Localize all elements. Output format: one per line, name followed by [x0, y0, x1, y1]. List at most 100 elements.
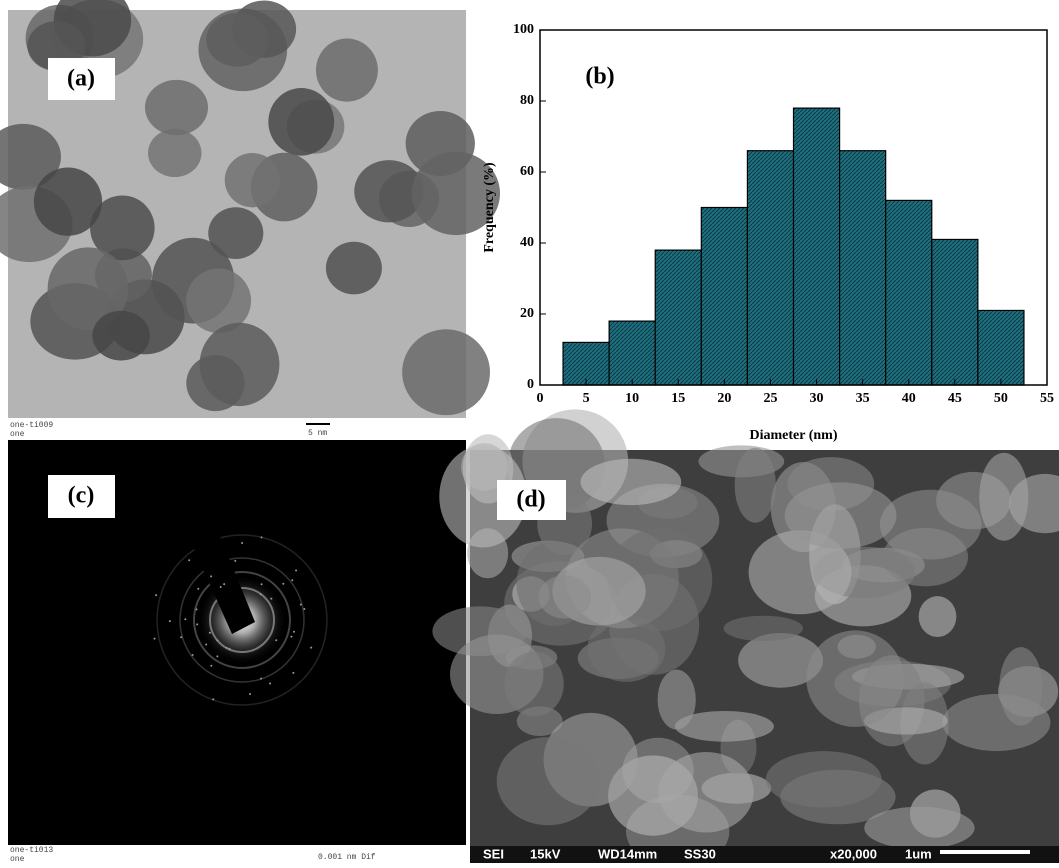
- y-tick-label: 60: [520, 164, 534, 179]
- x-tick-label: 5: [583, 391, 590, 406]
- x-tick-label: 30: [810, 391, 824, 406]
- diffraction-spot: [195, 608, 197, 610]
- particle: [34, 167, 102, 235]
- agglomerate: [942, 694, 1050, 751]
- diffraction-spot: [216, 639, 218, 641]
- x-tick-label: 50: [994, 391, 1008, 406]
- diffraction-spot: [154, 638, 156, 640]
- diffraction-spot: [216, 655, 218, 657]
- x-tick-label: 15: [671, 391, 685, 406]
- diffraction-spot: [310, 647, 312, 649]
- agglomerate: [766, 751, 882, 807]
- diffraction-spot: [234, 560, 236, 562]
- particle: [145, 80, 208, 135]
- diffraction-spot: [184, 618, 186, 620]
- bar: [794, 108, 840, 385]
- agglomerate: [806, 630, 904, 727]
- diffraction-spot: [282, 583, 284, 585]
- diffraction-spot: [260, 593, 262, 595]
- sem-image: [432, 409, 1059, 863]
- diffraction-spot: [188, 559, 190, 561]
- figure: (a) one-ti009 one 5 nm (c) one-ti013 one…: [0, 0, 1059, 863]
- diffraction-spot: [275, 639, 277, 641]
- agglomerate: [581, 459, 682, 505]
- bar: [978, 310, 1024, 385]
- sem-info: 1um: [905, 846, 932, 861]
- diffraction-spot: [300, 603, 302, 605]
- sem-info: SEI: [483, 846, 504, 861]
- diffraction-spot: [269, 683, 271, 685]
- diffraction-spot: [205, 643, 207, 645]
- agglomerate: [880, 490, 982, 560]
- particle: [326, 242, 382, 295]
- agglomerate: [497, 737, 600, 825]
- bar: [655, 250, 701, 385]
- particle: [225, 153, 280, 207]
- diffraction-spot: [192, 654, 194, 656]
- particle: [200, 323, 280, 406]
- caption: one-ti009: [10, 421, 53, 430]
- diffraction-spot: [209, 632, 211, 634]
- diffraction-spot: [210, 575, 212, 577]
- particle: [316, 38, 378, 101]
- panel-label: (d): [516, 487, 545, 513]
- particle: [148, 129, 202, 177]
- particle: [92, 311, 149, 361]
- diffraction-spot: [180, 636, 182, 638]
- x-tick-label: 25: [763, 391, 777, 406]
- diffraction-spot: [169, 620, 171, 622]
- y-axis-label: Frequency (%): [482, 162, 497, 253]
- particle: [402, 329, 490, 415]
- scale-label: 0.001 nm Dif: [318, 853, 376, 862]
- sem-info: WD14mm: [598, 846, 657, 861]
- diffraction-spot: [249, 693, 251, 695]
- y-tick-label: 20: [520, 306, 534, 321]
- caption: one: [10, 855, 25, 863]
- diffraction-spot: [196, 623, 198, 625]
- x-tick-label: 0: [537, 391, 544, 406]
- diffraction-spot: [292, 672, 294, 674]
- panel-label: (b): [585, 64, 614, 90]
- x-tick-label: 40: [902, 391, 916, 406]
- diffraction-spot: [229, 648, 231, 650]
- diffraction-spot: [226, 647, 228, 649]
- x-tick-label: 10: [625, 391, 639, 406]
- panel-label: (a): [67, 66, 95, 92]
- diffraction-spot: [303, 608, 305, 610]
- diffraction-spot: [270, 598, 272, 600]
- agglomerate: [504, 652, 564, 717]
- sem-info: 15kV: [530, 846, 561, 861]
- agglomerate: [658, 670, 696, 730]
- agglomerate: [724, 616, 803, 641]
- y-tick-label: 80: [520, 93, 534, 108]
- panel-label: (c): [68, 483, 95, 509]
- x-tick-label: 55: [1040, 391, 1054, 406]
- agglomerate: [919, 596, 957, 637]
- sem-info: x20,000: [830, 846, 877, 861]
- x-axis-label: Diameter (nm): [750, 428, 838, 443]
- diffraction-spot: [295, 569, 297, 571]
- particle: [206, 13, 268, 67]
- diffraction-spot: [260, 678, 262, 680]
- bar: [609, 321, 655, 385]
- agglomerate: [538, 575, 591, 618]
- caption: one-ti013: [10, 846, 53, 855]
- diffraction-spot: [210, 665, 212, 667]
- diffraction-spot: [155, 594, 157, 596]
- diffraction-spot: [220, 586, 222, 588]
- agglomerate: [979, 453, 1028, 541]
- diffraction-spot: [212, 698, 214, 700]
- x-tick-label: 35: [856, 391, 870, 406]
- bar: [747, 151, 793, 385]
- particle: [268, 88, 334, 156]
- bar: [932, 239, 978, 385]
- diffraction-spot: [290, 636, 292, 638]
- agglomerate: [785, 482, 897, 548]
- bar: [840, 151, 886, 385]
- agglomerate: [735, 448, 776, 523]
- x-tick-label: 20: [717, 391, 731, 406]
- y-tick-label: 0: [527, 377, 534, 392]
- x-tick-label: 45: [948, 391, 962, 406]
- agglomerate: [864, 807, 974, 849]
